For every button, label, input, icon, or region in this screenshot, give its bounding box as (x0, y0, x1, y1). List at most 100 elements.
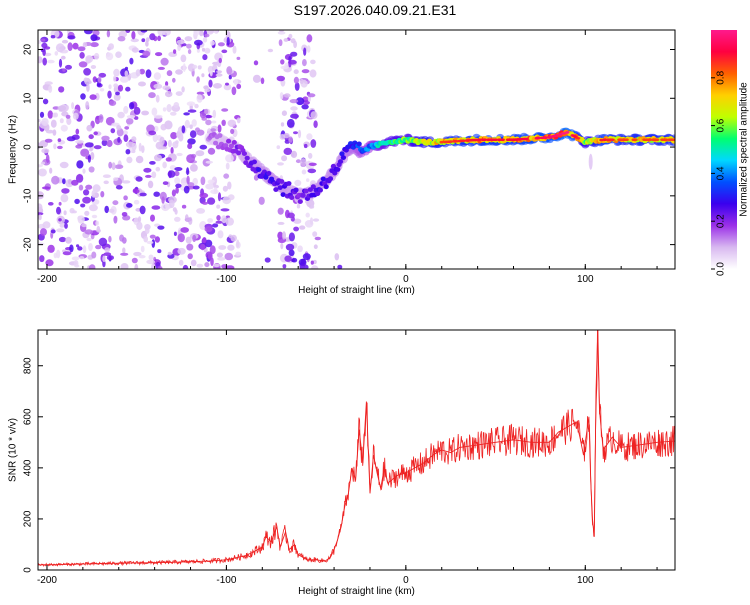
noise-blob (218, 245, 227, 250)
noise-blob (215, 220, 223, 224)
x-axis-label: Height of straight line (km) (298, 285, 415, 296)
noise-blob (225, 265, 235, 269)
noise-blob (302, 59, 307, 67)
spectrogram-image (38, 30, 675, 269)
noise-blob (135, 69, 141, 77)
noise-blob (196, 129, 205, 136)
noise-blob (170, 132, 178, 140)
noise-blob (58, 201, 62, 206)
noise-blob (54, 51, 59, 56)
noise-blob (309, 69, 317, 78)
noise-blob (65, 236, 72, 244)
noise-blob (120, 252, 129, 256)
noise-blob (155, 94, 160, 103)
noise-blob (85, 55, 94, 63)
noise-blob (226, 36, 230, 46)
noise-blob (217, 124, 222, 133)
noise-blob (93, 145, 102, 150)
noise-blob (196, 94, 203, 103)
noise-blob (176, 152, 183, 157)
noise-blob (101, 135, 110, 141)
ridge-blob (303, 188, 309, 194)
ridge-blob (356, 141, 362, 147)
noise-blob (174, 216, 181, 222)
y-tick-label: 10 (23, 92, 34, 104)
noise-blob (309, 217, 314, 225)
noise-blob (69, 244, 74, 253)
noise-blob (204, 226, 213, 233)
noise-blob (94, 52, 100, 60)
noise-blob (140, 30, 148, 33)
colorbar-tick-label: 0.8 (716, 70, 727, 84)
noise-blob (90, 42, 99, 48)
noise-blob (67, 42, 73, 51)
noise-blob (49, 167, 53, 174)
noise-blob (182, 264, 189, 269)
noise-blob (205, 115, 213, 119)
noise-blob (39, 255, 45, 263)
noise-blob (57, 105, 67, 111)
noise-blob (62, 251, 72, 256)
noise-blob (47, 59, 55, 64)
noise-blob (140, 245, 145, 253)
ridge-blob (226, 138, 232, 144)
noise-blob (82, 196, 91, 204)
noise-blob (288, 136, 293, 143)
noise-blob (173, 102, 180, 108)
noise-blob (53, 112, 58, 118)
noise-blob (79, 52, 85, 59)
ridge-blob (297, 199, 303, 205)
ridge-blob (273, 187, 279, 193)
ridge-blob (332, 170, 338, 176)
noise-blob (213, 182, 217, 188)
noise-blob (195, 150, 205, 157)
noise-blob (141, 38, 146, 43)
noise-blob (290, 51, 298, 57)
ridge-core (647, 138, 653, 141)
noise-blob (75, 174, 84, 183)
noise-blob (66, 117, 72, 125)
noise-blob (187, 49, 192, 55)
noise-blob (135, 155, 144, 164)
noise-blob (126, 203, 133, 208)
noise-blob (306, 178, 310, 183)
noise-blob (165, 81, 169, 87)
noise-blob (302, 253, 311, 261)
noise-blob (207, 179, 215, 184)
noise-blob (291, 257, 298, 263)
noise-blob (38, 203, 43, 211)
noise-blob (194, 103, 199, 109)
noise-blob (221, 49, 228, 54)
noise-blob (60, 194, 69, 203)
noise-blob (280, 59, 285, 65)
noise-blob (167, 251, 172, 256)
noise-blob (202, 237, 207, 244)
noise-blob (38, 56, 43, 64)
noise-blob (145, 69, 152, 78)
noise-blob (172, 141, 179, 149)
noise-blob (285, 243, 295, 251)
noise-blob (139, 68, 146, 75)
noise-blob (222, 185, 228, 192)
noise-blob (288, 232, 295, 242)
noise-blob (131, 31, 136, 40)
ridge-core (461, 139, 466, 142)
noise-blob (117, 136, 121, 143)
noise-blob (308, 162, 317, 166)
noise-blob (77, 215, 85, 224)
noise-blob (123, 195, 128, 201)
noise-blob (107, 90, 112, 99)
noise-blob (216, 215, 221, 221)
noise-blob (182, 63, 186, 72)
noise-blob (172, 77, 176, 83)
noise-blob (178, 259, 184, 266)
noise-blob (108, 100, 117, 106)
noise-blob (86, 124, 93, 132)
noise-blob (102, 260, 106, 268)
y-axis-label: SNR (10 * v/v) (8, 418, 19, 482)
noise-blob (223, 173, 230, 179)
noise-blob (204, 47, 211, 54)
x-tick-label: -100 (216, 274, 236, 285)
noise-blob (192, 234, 197, 242)
snr-frame (37, 329, 676, 571)
